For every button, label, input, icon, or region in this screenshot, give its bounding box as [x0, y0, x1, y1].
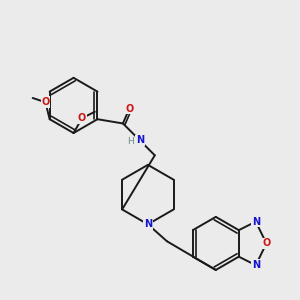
Text: O: O	[262, 238, 271, 248]
Text: N: N	[252, 217, 260, 227]
Text: O: O	[125, 103, 134, 114]
Text: O: O	[41, 97, 50, 107]
Text: N: N	[252, 260, 260, 270]
Text: O: O	[78, 113, 86, 123]
Text: N: N	[136, 135, 144, 146]
Text: H: H	[127, 137, 134, 146]
Text: N: N	[144, 219, 152, 229]
